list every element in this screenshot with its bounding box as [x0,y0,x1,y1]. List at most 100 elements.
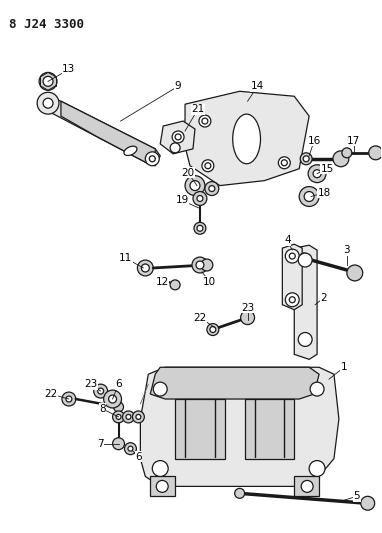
Circle shape [310,382,324,396]
Text: 6: 6 [115,379,122,389]
Circle shape [202,160,214,172]
Circle shape [205,182,219,196]
Circle shape [285,249,299,263]
Circle shape [126,415,131,419]
Polygon shape [61,101,155,166]
Polygon shape [294,477,319,496]
Circle shape [172,131,184,143]
Circle shape [369,146,382,160]
Circle shape [199,115,211,127]
Circle shape [289,253,295,259]
Polygon shape [294,245,317,359]
Circle shape [39,72,57,90]
Circle shape [241,311,254,325]
Circle shape [298,253,312,267]
Circle shape [66,396,72,402]
Circle shape [342,148,352,158]
Text: 23: 23 [241,303,254,313]
Circle shape [197,225,203,231]
Text: 8: 8 [99,404,106,414]
Circle shape [298,333,312,346]
Circle shape [309,461,325,477]
Circle shape [301,480,313,492]
Circle shape [361,496,375,510]
Polygon shape [175,399,225,458]
Circle shape [210,327,216,333]
Circle shape [37,92,59,114]
Circle shape [125,443,136,455]
Circle shape [62,392,76,406]
Text: 9: 9 [175,82,181,91]
Circle shape [185,176,205,196]
Circle shape [113,411,125,423]
Circle shape [98,388,104,394]
Polygon shape [160,121,195,154]
Circle shape [197,196,203,201]
Text: 2: 2 [321,293,327,303]
Text: 4: 4 [284,235,291,245]
Circle shape [136,415,141,419]
Circle shape [43,76,53,86]
Text: 7: 7 [97,439,104,449]
Text: 11: 11 [119,253,132,263]
Text: 19: 19 [175,196,189,206]
Circle shape [145,152,159,166]
Circle shape [153,382,167,396]
Text: 22: 22 [193,313,207,322]
Circle shape [300,153,312,165]
Polygon shape [150,367,319,399]
Text: 6: 6 [135,451,142,462]
Circle shape [170,280,180,290]
Text: 20: 20 [181,168,194,177]
Circle shape [123,411,134,423]
Circle shape [94,384,108,398]
Circle shape [196,261,204,269]
Circle shape [113,438,125,450]
Circle shape [201,259,213,271]
Circle shape [116,415,121,419]
Text: 17: 17 [347,136,361,146]
Circle shape [235,488,244,498]
Circle shape [170,143,180,153]
Text: 13: 13 [62,64,76,75]
Circle shape [156,480,168,492]
Circle shape [152,461,168,477]
Text: 23: 23 [84,379,97,389]
Circle shape [108,395,117,403]
Circle shape [194,222,206,234]
Text: 18: 18 [317,188,331,198]
Circle shape [299,187,319,206]
Circle shape [190,181,200,191]
Circle shape [133,411,144,423]
Ellipse shape [233,114,261,164]
Circle shape [149,156,155,162]
Polygon shape [244,399,294,458]
Circle shape [333,151,349,167]
Circle shape [128,446,133,451]
Polygon shape [48,96,160,166]
Circle shape [285,293,299,306]
Circle shape [138,260,153,276]
Text: 14: 14 [251,82,264,91]
Circle shape [347,265,363,281]
Circle shape [205,163,211,169]
Circle shape [209,185,215,191]
Circle shape [308,165,326,183]
Text: 1: 1 [341,362,347,372]
Polygon shape [150,477,175,496]
Circle shape [299,253,309,263]
Text: 10: 10 [203,277,217,287]
Polygon shape [140,367,339,487]
Circle shape [141,264,149,272]
Text: 12: 12 [155,277,169,287]
Text: 15: 15 [320,164,333,174]
Polygon shape [183,91,309,185]
Circle shape [278,157,290,169]
Ellipse shape [124,146,137,156]
Text: 16: 16 [308,136,321,146]
Text: 22: 22 [44,389,58,399]
Circle shape [202,118,208,124]
Circle shape [304,191,314,201]
Text: 8 J24 3300: 8 J24 3300 [9,18,84,31]
Polygon shape [282,244,302,310]
